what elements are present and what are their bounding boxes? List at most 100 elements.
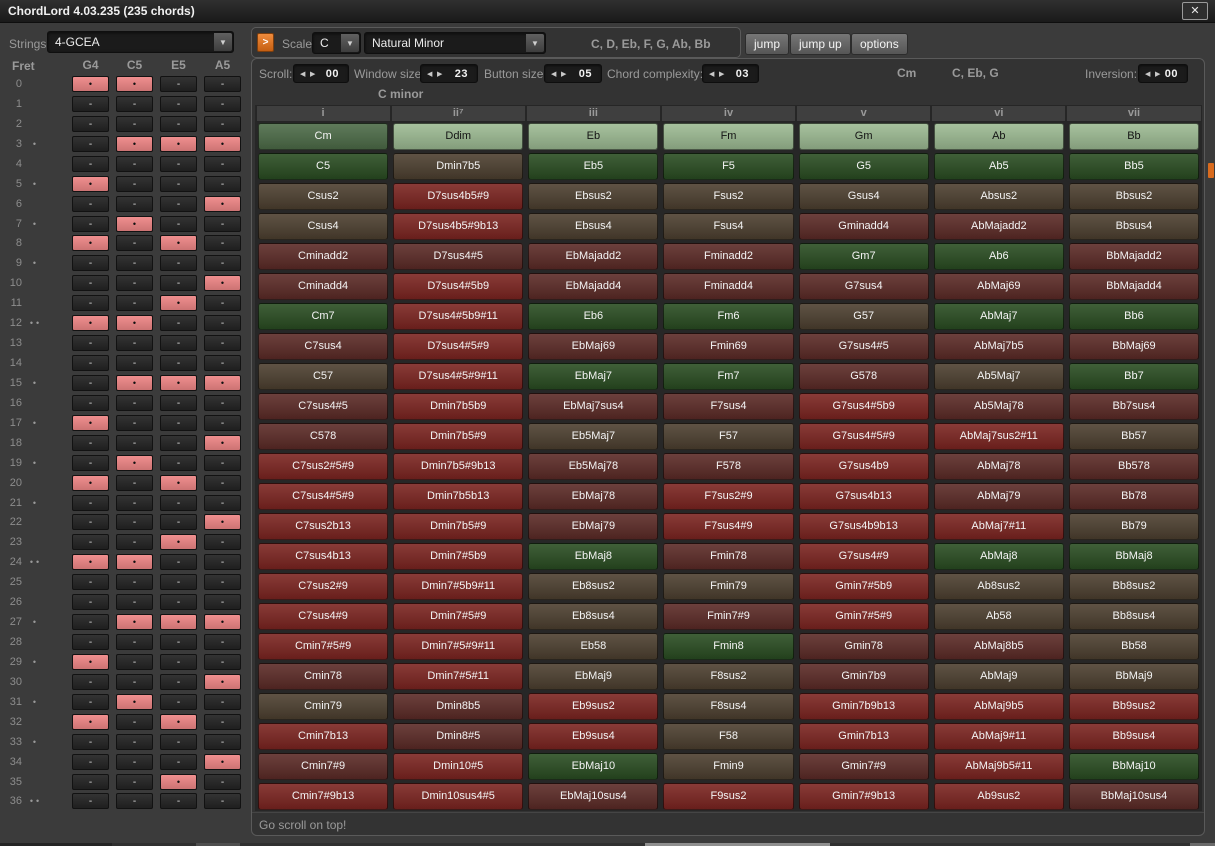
fret-cell-A5-17[interactable]: -: [204, 415, 241, 431]
fret-cell-C5-8[interactable]: -: [116, 235, 153, 251]
chord-button-Cminadd4[interactable]: Cminadd4: [258, 273, 389, 300]
fret-cell-G4-25[interactable]: -: [72, 574, 109, 590]
fret-cell-E5-11[interactable]: •: [160, 295, 197, 311]
fret-cell-E5-29[interactable]: -: [160, 654, 197, 670]
fret-cell-E5-4[interactable]: -: [160, 156, 197, 172]
chord-button-EbMaj78[interactable]: EbMaj78: [528, 483, 659, 510]
chord-button-Fminadd2[interactable]: Fminadd2: [663, 243, 794, 270]
chord-button-Ab58[interactable]: Ab58: [933, 603, 1064, 630]
fret-cell-E5-15[interactable]: •: [160, 375, 197, 391]
chord-button-EbMaj7sus4[interactable]: EbMaj7sus4: [528, 393, 659, 420]
chord-button-Dmin7#5#11[interactable]: Dmin7#5#11: [393, 663, 524, 690]
fret-cell-G4-36[interactable]: -: [72, 793, 109, 809]
chord-button-D7sus4#5[interactable]: D7sus4#5: [393, 243, 524, 270]
chord-button-AbMaj79[interactable]: AbMaj79: [933, 483, 1064, 510]
chord-button-C7sus2b13[interactable]: C7sus2b13: [258, 513, 389, 540]
chord-button-C578[interactable]: C578: [258, 423, 389, 450]
fret-cell-E5-23[interactable]: •: [160, 534, 197, 550]
chord-button-F8sus4[interactable]: F8sus4: [663, 693, 794, 720]
fret-cell-E5-30[interactable]: -: [160, 674, 197, 690]
chord-button-EbMaj8[interactable]: EbMaj8: [528, 543, 659, 570]
fret-cell-A5-24[interactable]: -: [204, 554, 241, 570]
fret-cell-C5-7[interactable]: •: [116, 216, 153, 232]
chord-button-BbMajadd4[interactable]: BbMajadd4: [1068, 273, 1200, 300]
chord-button-Bb8sus4[interactable]: Bb8sus4: [1068, 603, 1200, 630]
chord-button-Bb7[interactable]: Bb7: [1068, 363, 1200, 390]
fret-cell-C5-24[interactable]: •: [116, 554, 153, 570]
fret-cell-C5-5[interactable]: -: [116, 176, 153, 192]
chord-button-Dmin7b5[interactable]: Dmin7b5: [393, 153, 524, 180]
fret-cell-C5-29[interactable]: -: [116, 654, 153, 670]
chord-button-EbMaj7[interactable]: EbMaj7: [528, 363, 659, 390]
chord-button-Ab5Maj78[interactable]: Ab5Maj78: [933, 393, 1064, 420]
chord-button-Cmin7b13[interactable]: Cmin7b13: [258, 723, 389, 750]
chord-button-Dmin8#5[interactable]: Dmin8#5: [393, 723, 524, 750]
fret-cell-G4-4[interactable]: -: [72, 156, 109, 172]
chord-button-Fmin7#9[interactable]: Fmin7#9: [663, 603, 794, 630]
chord-button-Ab9sus2[interactable]: Ab9sus2: [933, 783, 1064, 810]
chord-button-C7sus4[interactable]: C7sus4: [258, 333, 389, 360]
fret-cell-G4-7[interactable]: -: [72, 216, 109, 232]
fret-cell-A5-13[interactable]: -: [204, 335, 241, 351]
fret-cell-A5-11[interactable]: -: [204, 295, 241, 311]
chord-button-D7sus4#5b9[interactable]: D7sus4#5b9: [393, 273, 524, 300]
chord-button-BbMaj9[interactable]: BbMaj9: [1068, 663, 1200, 690]
fret-cell-G4-24[interactable]: •: [72, 554, 109, 570]
fret-cell-E5-34[interactable]: -: [160, 754, 197, 770]
chord-button-Cminadd2[interactable]: Cminadd2: [258, 243, 389, 270]
chord-button-EbMajadd4[interactable]: EbMajadd4: [528, 273, 659, 300]
fret-cell-A5-12[interactable]: -: [204, 315, 241, 331]
fret-cell-C5-6[interactable]: -: [116, 196, 153, 212]
fret-cell-E5-20[interactable]: •: [160, 475, 197, 491]
chord-button-Gminadd4[interactable]: Gminadd4: [798, 213, 929, 240]
fret-cell-E5-16[interactable]: -: [160, 395, 197, 411]
fret-cell-G4-31[interactable]: -: [72, 694, 109, 710]
fret-cell-A5-15[interactable]: •: [204, 375, 241, 391]
fret-cell-E5-36[interactable]: -: [160, 793, 197, 809]
fret-cell-E5-9[interactable]: -: [160, 255, 197, 271]
fret-cell-G4-14[interactable]: -: [72, 355, 109, 371]
fret-cell-A5-34[interactable]: •: [204, 754, 241, 770]
chord-button-G7sus4#5#9[interactable]: G7sus4#5#9: [798, 423, 929, 450]
chord-button-Cm7[interactable]: Cm7: [258, 303, 389, 330]
fret-cell-A5-23[interactable]: -: [204, 534, 241, 550]
decrement-icon[interactable]: ◀: [1145, 70, 1151, 78]
chord-button-AbMaj78[interactable]: AbMaj78: [933, 453, 1064, 480]
chord-button-F7sus4#9[interactable]: F7sus4#9: [663, 513, 794, 540]
chord-button-Bb[interactable]: Bb: [1068, 123, 1200, 150]
chord-button-F9sus2[interactable]: F9sus2: [663, 783, 794, 810]
chord-button-F58[interactable]: F58: [663, 723, 794, 750]
fret-cell-C5-25[interactable]: -: [116, 574, 153, 590]
fret-cell-G4-18[interactable]: -: [72, 435, 109, 451]
fret-cell-G4-10[interactable]: -: [72, 275, 109, 291]
fret-cell-C5-31[interactable]: •: [116, 694, 153, 710]
fret-cell-E5-10[interactable]: -: [160, 275, 197, 291]
chord-button-Cmin78[interactable]: Cmin78: [258, 663, 389, 690]
chord-button-C7sus4#9[interactable]: C7sus4#9: [258, 603, 389, 630]
chevron-down-icon[interactable]: ▼: [341, 34, 359, 52]
fret-cell-G4-3[interactable]: -: [72, 136, 109, 152]
chord-button-EbMaj79[interactable]: EbMaj79: [528, 513, 659, 540]
fret-cell-C5-23[interactable]: -: [116, 534, 153, 550]
fret-cell-G4-20[interactable]: •: [72, 475, 109, 491]
fret-cell-G4-13[interactable]: -: [72, 335, 109, 351]
inversion-spinner[interactable]: ◀ ▶ 00: [1138, 64, 1188, 83]
fret-cell-E5-1[interactable]: -: [160, 96, 197, 112]
fret-cell-E5-7[interactable]: -: [160, 216, 197, 232]
chord-button-Fminadd4[interactable]: Fminadd4: [663, 273, 794, 300]
fret-cell-C5-14[interactable]: -: [116, 355, 153, 371]
fret-cell-A5-5[interactable]: -: [204, 176, 241, 192]
fret-cell-G4-23[interactable]: -: [72, 534, 109, 550]
chord-button-Gm[interactable]: Gm: [798, 123, 929, 150]
fret-cell-C5-12[interactable]: •: [116, 315, 153, 331]
fret-cell-G4-16[interactable]: -: [72, 395, 109, 411]
chord-button-Bb578[interactable]: Bb578: [1068, 453, 1200, 480]
chord-button-G5[interactable]: G5: [798, 153, 929, 180]
increment-icon[interactable]: ▶: [1155, 70, 1161, 78]
decrement-icon[interactable]: ◀: [709, 70, 715, 78]
fret-cell-G4-11[interactable]: -: [72, 295, 109, 311]
button-size-spinner[interactable]: ◀ ▶ 05: [544, 64, 602, 83]
chord-button-Fsus4[interactable]: Fsus4: [663, 213, 794, 240]
fret-cell-A5-26[interactable]: -: [204, 594, 241, 610]
chord-button-Gmin7#5#9[interactable]: Gmin7#5#9: [798, 603, 929, 630]
